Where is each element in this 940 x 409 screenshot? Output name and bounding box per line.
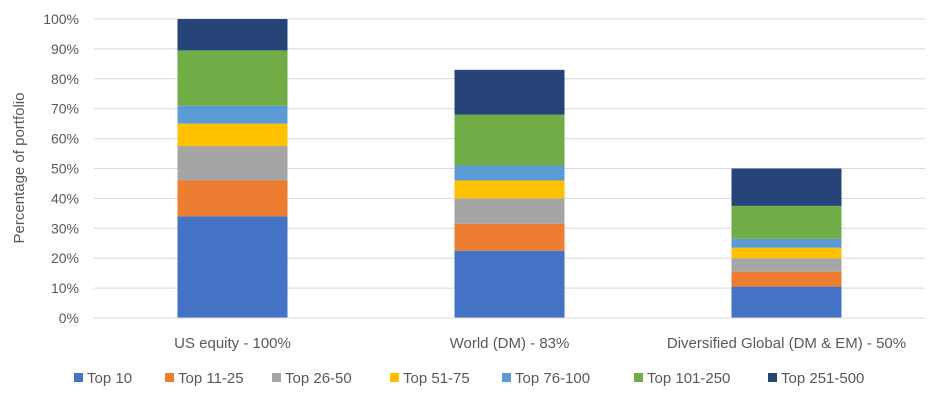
bar-segment-top-51-75 [454,180,565,199]
legend-swatch [390,373,399,382]
y-tick-label: 70% [51,101,79,117]
legend-label: Top 51-75 [403,370,470,387]
bar-segment-top-26-50 [177,146,288,181]
legend-swatch [634,373,643,382]
bar-segment-top-101-250 [731,205,842,239]
legend-label: Top 251-500 [781,370,864,387]
bar-segment-top-11-25 [177,180,288,217]
bar-segment-top-11-25 [454,223,565,251]
bar-segment-top-101-250 [177,50,288,106]
bar-segment-top-251-500 [454,69,565,115]
y-tick-label: 40% [51,190,79,206]
bar-segment-top-76-100 [177,105,288,124]
y-tick-label: 90% [51,41,79,57]
bar-segment-top-76-100 [454,165,565,181]
y-axis-ticks: 0% 10% 20% 30% 40% 50% 60% 70% 80% 90% 100% [43,11,79,326]
y-tick-label: 60% [51,131,79,147]
x-axis-categories: US equity - 100% World (DM) - 83% Diversif… [174,335,906,352]
bar-segment-top-11-25 [731,271,842,287]
bar-segment-top-251-500 [177,19,288,51]
legend-label: Top 26-50 [285,370,352,387]
bar-segment-top-51-75 [177,123,288,147]
bar-segment-top-76-100 [731,238,842,248]
y-tick-label: 80% [51,71,79,87]
bars [177,19,842,318]
x-category-label: Diversified Global (DM & EM) - 50% [667,335,906,352]
y-tick-label: 50% [51,161,79,177]
legend: Top 10 Top 11-25 Top 26-50 Top 51-75 Top 76-… [74,370,864,387]
legend-label: Top 10 [87,370,132,387]
x-category-label: World (DM) - 83% [450,335,570,352]
y-tick-label: 10% [51,280,79,296]
bar-segment-top-26-50 [454,198,565,224]
legend-label: Top 76-100 [515,370,590,387]
y-axis-label: Percentage of portfolio [11,93,28,244]
bar-segment-top-251-500 [731,168,842,206]
y-tick-label: 0% [59,310,79,326]
legend-swatch [165,373,174,382]
legend-swatch [272,373,281,382]
legend-swatch [502,373,511,382]
y-tick-label: 100% [43,11,79,27]
bar-segment-top-101-250 [454,114,565,166]
x-category-label: US equity - 100% [174,335,291,352]
legend-swatch [768,373,777,382]
bar-segment-top-10 [454,250,565,318]
bar-segment-top-51-75 [731,247,842,259]
legend-swatch [74,373,83,382]
y-tick-label: 30% [51,220,79,236]
legend-label: Top 101-250 [647,370,730,387]
bar-segment-top-26-50 [731,258,842,272]
bar-segment-top-10 [177,216,288,318]
legend-label: Top 11-25 [178,370,244,387]
y-tick-label: 20% [51,250,79,266]
bar-segment-top-10 [731,286,842,318]
